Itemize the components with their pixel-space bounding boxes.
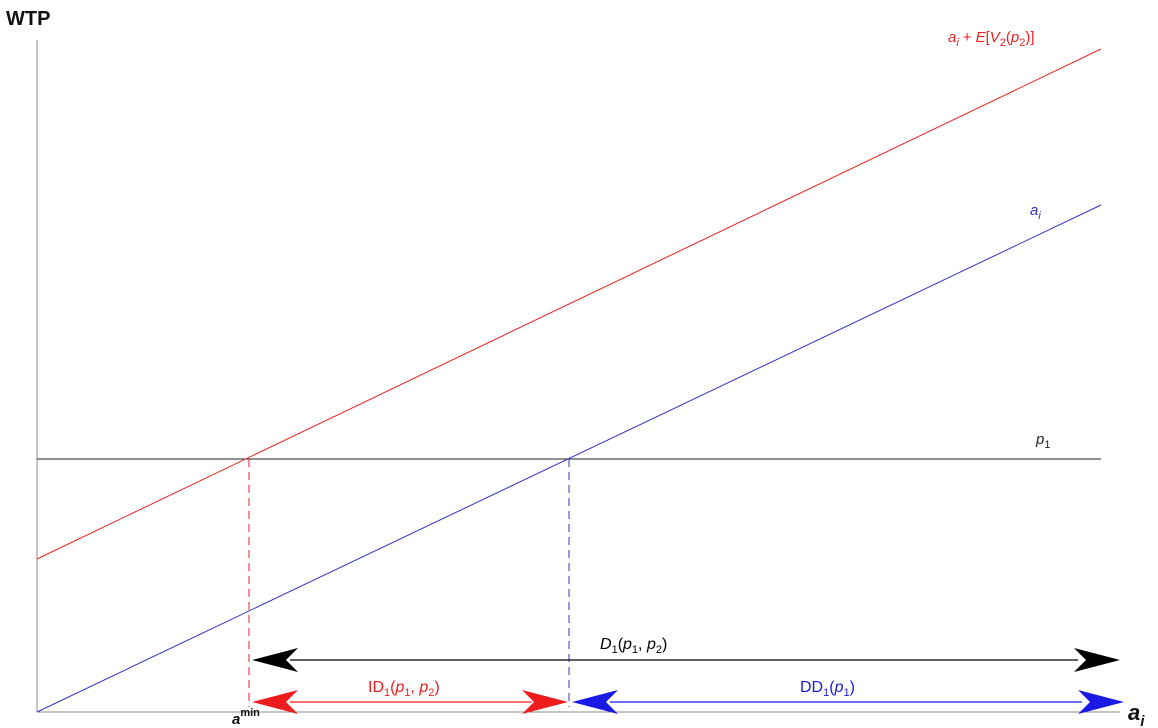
y-axis-label: WTP <box>6 8 50 30</box>
d1-label: D1(p1, p2) <box>600 636 667 656</box>
amin-label: amin <box>232 707 260 728</box>
dd1-label: DD1(p1) <box>800 679 855 699</box>
id1-label: ID1(p1, p2) <box>368 679 440 699</box>
price-line-label: p1 <box>1035 431 1050 451</box>
dd1-arrow <box>572 690 1124 714</box>
upper-line <box>36 48 1102 560</box>
upper-line-label: ai + E[V2(p2)] <box>948 29 1035 49</box>
x-axis-label: ai <box>1128 700 1145 728</box>
lower-line-label: ai <box>1030 202 1041 222</box>
lower-line <box>36 204 1102 713</box>
id1-arrow <box>252 690 568 714</box>
d1-arrow <box>252 648 1120 672</box>
